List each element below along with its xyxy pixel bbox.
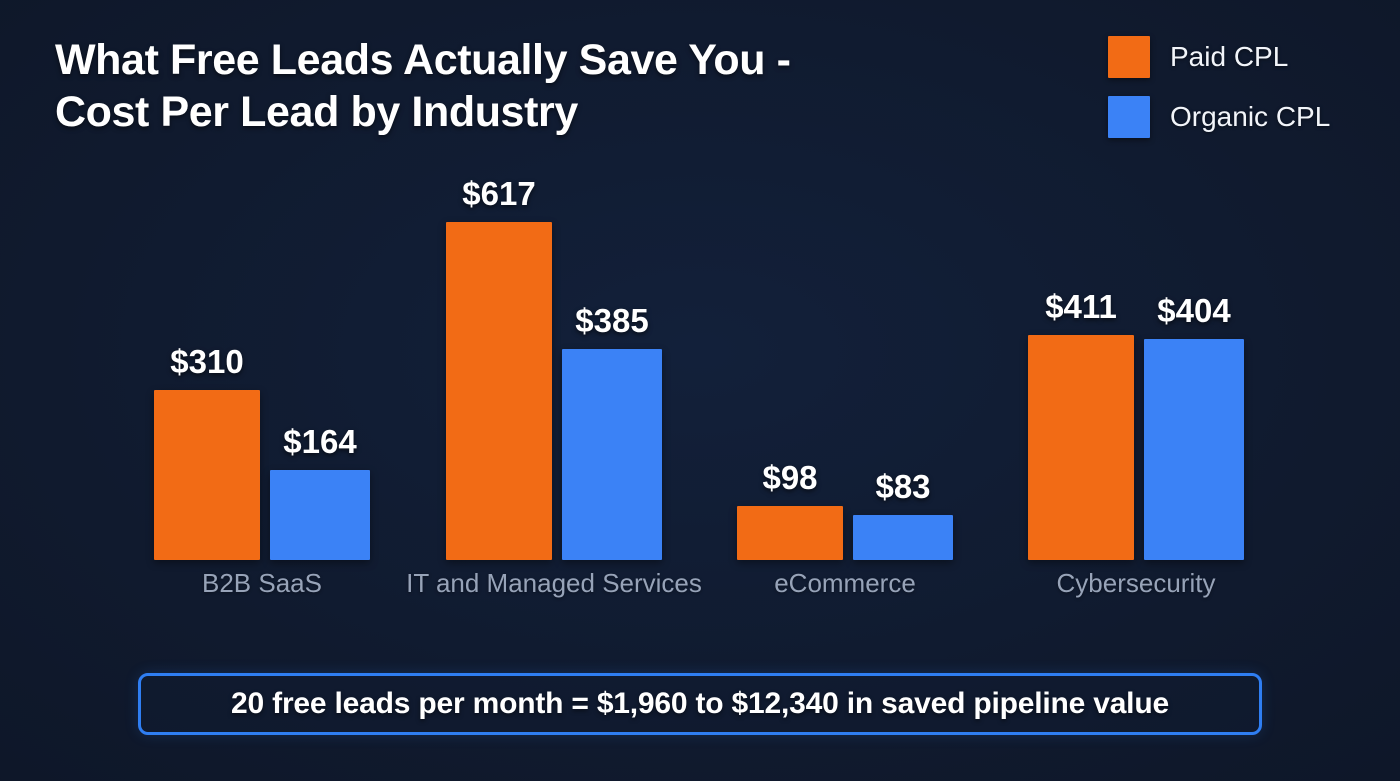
- chart-legend: Paid CPL Organic CPL: [1108, 36, 1330, 138]
- bar-paid[interactable]: $310: [154, 343, 260, 560]
- callout-text: 20 free leads per month = $1,960 to $12,…: [231, 687, 1169, 720]
- chart-category-axis: B2B SaaS IT and Managed Services eCommerce…: [0, 566, 1400, 656]
- bar-value-label: $164: [283, 423, 357, 461]
- legend-item-2[interactable]: Organic CPL: [1108, 96, 1330, 138]
- bar-value-label: $385: [575, 302, 649, 340]
- bar-paid[interactable]: $617: [446, 175, 552, 560]
- bar-value-label: $310: [170, 343, 244, 381]
- chart-plot-area: $310 $164 $617 $385 $98 $83 $411 $404: [154, 0, 1244, 560]
- category-label: eCommerce: [774, 568, 916, 598]
- category-label: Cybersecurity: [1056, 568, 1216, 598]
- bar-group: $617 $385: [446, 0, 662, 560]
- bar-paid[interactable]: $411: [1028, 288, 1134, 560]
- bar-value-label: $617: [462, 174, 536, 212]
- bar-organic[interactable]: $404: [1144, 292, 1244, 560]
- bar-value-label: $404: [1157, 291, 1231, 329]
- chart-title-line-1: What Free Leads Actually Save You -: [55, 36, 791, 84]
- category-label: IT and Managed Services: [406, 568, 702, 598]
- bar-organic[interactable]: $164: [270, 423, 370, 560]
- callout-box: 20 free leads per month = $1,960 to $12,…: [138, 673, 1262, 735]
- chart-title: What Free Leads Actually Save You - Cost…: [55, 34, 935, 139]
- bar-organic[interactable]: $385: [562, 302, 662, 560]
- legend-item-label: Organic CPL: [1170, 101, 1331, 132]
- bar-group: $98 $83: [737, 0, 953, 560]
- bar-organic[interactable]: $83: [853, 468, 953, 560]
- legend-item-1[interactable]: Paid CPL: [1108, 36, 1330, 78]
- bar-value-label: $83: [875, 467, 931, 505]
- category-label: B2B SaaS: [202, 568, 322, 598]
- organic-cpl-swatch: [1108, 96, 1150, 138]
- chart-title-line-2: Cost Per Lead by Industry: [55, 88, 578, 137]
- bar-paid[interactable]: $98: [737, 459, 843, 560]
- paid-cpl-swatch: [1108, 36, 1150, 78]
- bar-group: $310 $164: [154, 0, 370, 560]
- bar-value-label: $411: [1045, 287, 1117, 325]
- legend-item-label: Paid CPL: [1170, 41, 1289, 72]
- bar-group: $411 $404: [1028, 0, 1244, 560]
- bar-value-label: $98: [762, 459, 818, 497]
